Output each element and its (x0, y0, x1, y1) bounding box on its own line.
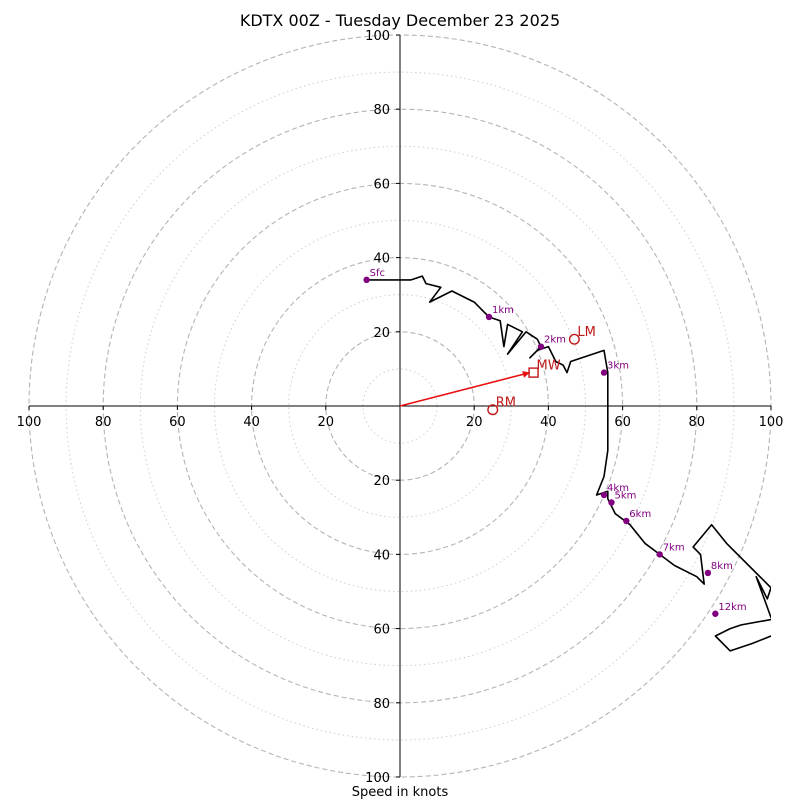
y-tick-label: 80 (373, 697, 390, 712)
height-label-7km: 7km (663, 542, 685, 553)
storm-motion-markers: LM MW RM (487, 325, 596, 416)
shear-arrowhead (522, 370, 530, 378)
height-marker-sfc (363, 276, 370, 284)
height-label-5km: 5km (614, 490, 636, 501)
chart-title: KDTX 00Z - Tuesday December 23 2025 (240, 11, 560, 30)
height-label-1km: 1km (492, 305, 514, 316)
height-label-sfc: Sfc (370, 268, 385, 279)
height-marker-3km (600, 369, 608, 376)
storm-motion-label-lm: LM (577, 325, 595, 340)
height-label-4km: 4km (607, 483, 629, 494)
y-tick-label: 80 (373, 103, 390, 118)
height-label-6km: 6km (629, 509, 651, 520)
x-tick-label: 20 (318, 415, 335, 430)
y-tick-label: 40 (373, 548, 390, 563)
y-tick-label: 60 (373, 623, 390, 638)
height-marker-6km (623, 517, 630, 525)
storm-motion-marker-lm (568, 333, 580, 345)
storm-motion-label-mw: MW (537, 359, 561, 374)
storm-motion-marker-mw (528, 367, 539, 378)
x-tick-label: 60 (169, 415, 186, 430)
x-tick-label: 80 (95, 415, 112, 430)
y-tick-label: 100 (365, 29, 390, 44)
height-marker-2km (537, 343, 545, 350)
x-axis-label: Speed in knots (352, 785, 449, 800)
height-label-8km: 8km (711, 561, 733, 572)
x-tick-label: 20 (466, 415, 483, 430)
height-label-2km: 2km (544, 335, 566, 346)
hodograph-trace (366, 275, 771, 652)
x-tick-label: 40 (540, 415, 557, 430)
x-tick-label: 100 (17, 415, 42, 430)
x-tick-label: 80 (689, 415, 706, 430)
height-marker-12km (712, 610, 719, 617)
shear-vector (399, 371, 531, 407)
y-tick-labels: 100 80 60 40 20 20 40 60 80 100 (365, 29, 400, 786)
height-label-3km: 3km (607, 361, 629, 372)
y-tick-label: 20 (373, 474, 390, 489)
x-tick-label: 60 (614, 415, 631, 430)
x-tick-label: 100 (759, 415, 784, 430)
y-tick-label: 60 (373, 177, 390, 192)
x-tick-label: 40 (243, 415, 260, 430)
storm-motion-marker-rm (487, 404, 499, 416)
height-marker-4km (600, 491, 608, 499)
x-tick-labels: 100 80 60 40 20 20 40 60 80 100 (17, 406, 784, 430)
height-marker-1km (485, 313, 493, 321)
y-tick-label: 20 (373, 326, 390, 341)
storm-motion-label-rm: RM (496, 396, 516, 411)
height-marker-8km (704, 569, 712, 577)
height-label-12km: 12km (718, 602, 746, 613)
y-tick-label: 100 (365, 771, 390, 786)
height-marker-7km (656, 551, 663, 558)
height-marker-5km (608, 499, 615, 506)
y-tick-label: 40 (373, 252, 390, 267)
